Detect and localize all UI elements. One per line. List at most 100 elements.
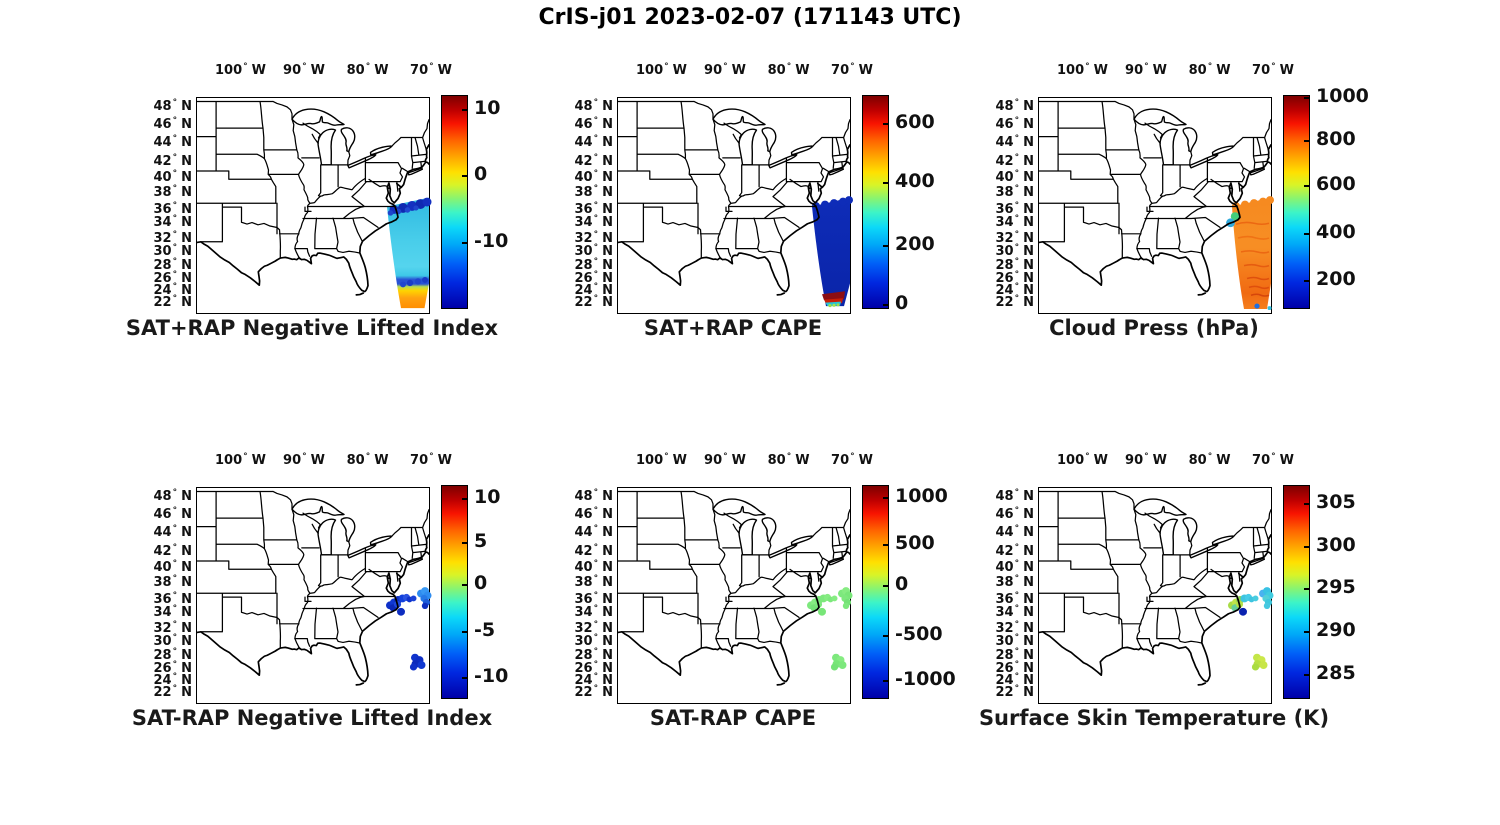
lat-tick-label: 28° N (153, 646, 192, 663)
colorbar (862, 95, 889, 309)
lat-tick-label: 48° N (995, 487, 1034, 504)
lat-tick-label: 26° N (995, 659, 1034, 676)
colorbar-tick (1304, 140, 1309, 143)
lat-tick-label: 30° N (153, 243, 192, 259)
colorbar-tick-label: 5 (474, 530, 488, 553)
panel-title: SAT+RAP Negative Lifted Index (125, 316, 499, 340)
map-plot-area (617, 97, 853, 314)
lat-tick-label: 30° N (995, 243, 1034, 259)
colorbar-tick (462, 677, 467, 680)
lat-tick-label: 46° N (574, 506, 613, 522)
lat-tick-label: 38° N (574, 574, 613, 591)
data-point (409, 663, 418, 671)
data-point (1259, 661, 1268, 669)
colorbar-tick-label: -1000 (895, 668, 956, 691)
lat-tick-label: 48° N (153, 97, 192, 114)
lon-tick-label: 90° W (283, 62, 325, 78)
colorbar-tick (883, 584, 888, 587)
lat-tick-label: 22° N (153, 683, 192, 700)
colorbar-tick-label: 400 (1316, 221, 1356, 243)
lon-tick-label: 100° W (215, 62, 266, 78)
lat-tick-label: 22° N (995, 683, 1034, 700)
colorbar-tick-label: -10 (474, 230, 509, 253)
colorbar (441, 95, 468, 309)
lon-tick-label: 100° W (636, 62, 687, 78)
data-point (828, 304, 832, 308)
data-point (836, 303, 840, 307)
map-svg (196, 100, 432, 309)
panel-title: Surface Skin Temperature (K) (978, 706, 1330, 730)
colorbar-tick (883, 122, 888, 125)
colorbar-tick-label: 1000 (895, 484, 948, 507)
colorbar-tick-label: 500 (895, 532, 935, 555)
colorbar-tick-label: 600 (895, 110, 935, 133)
map-plot-area (196, 97, 432, 314)
data-point (838, 661, 847, 669)
data-point (821, 200, 829, 209)
data-overlay (1228, 587, 1274, 671)
colorbar (1283, 95, 1310, 309)
lat-tick-label: 42° N (574, 542, 613, 559)
lon-tick-label: 90° W (704, 452, 746, 468)
lat-tick-label: 34° N (574, 214, 613, 231)
panel-cloud-press: 100° W 90° W 80° W 70° W 48° N 46° N 44° N 42° N 40° N 38… (982, 55, 1369, 365)
satellite-swath (387, 197, 429, 309)
lat-tick-label: 44° N (153, 134, 192, 151)
data-point (1267, 306, 1272, 311)
data-point (400, 281, 406, 288)
lat-tick-label: 40° N (574, 559, 613, 576)
colorbar-tick (462, 108, 467, 111)
lat-tick-label: 40° N (995, 169, 1034, 186)
lat-tick-label: 36° N (153, 201, 192, 217)
data-point (839, 197, 847, 206)
lat-tick-label: 36° N (153, 591, 192, 607)
lat-tick-label: 30° N (995, 633, 1034, 649)
colorbar-tick-label: 800 (1316, 128, 1356, 151)
lat-tick-label: 38° N (153, 574, 192, 591)
lat-tick-label: 34° N (153, 604, 192, 621)
colorbar (441, 485, 468, 699)
lat-tick-label: 44° N (153, 524, 192, 541)
lat-tick-label: 22° N (574, 293, 613, 310)
lat-tick-label: 36° N (995, 591, 1034, 607)
lat-tick-label: 42° N (153, 542, 192, 559)
lat-tick-label: 26° N (995, 269, 1034, 286)
data-point (1259, 197, 1267, 206)
colorbar-tick (883, 634, 888, 637)
data-point (422, 197, 432, 207)
lat-tick-label: 46° N (574, 116, 613, 132)
lon-tick-label: 70° W (831, 62, 873, 78)
lat-tick-label: 30° N (574, 243, 613, 259)
lat-tick-label: 24° N (153, 671, 192, 688)
colorbar-tick-label: 400 (895, 169, 935, 192)
lat-tick-label: 44° N (574, 134, 613, 151)
colorbar-tick (1304, 588, 1309, 591)
lat-tick-label: 28° N (153, 256, 192, 273)
lat-tick-label: 38° N (574, 184, 613, 201)
panel-title: SAT-RAP Negative Lifted Index (131, 706, 493, 730)
panel-surface-skin-temp: 100° W 90° W 80° W 70° W 48° N 46° N 44° N 42° N 40° N 38… (978, 445, 1362, 755)
map-svg (617, 100, 853, 308)
lon-tick-label: 90° W (1125, 62, 1167, 78)
colorbar-tick (462, 631, 467, 634)
colorbar (1283, 485, 1310, 699)
lat-tick-label: 48° N (574, 487, 613, 504)
data-point (830, 199, 838, 207)
data-point (414, 278, 422, 285)
colorbar-tick (462, 174, 467, 177)
lat-tick-label: 32° N (995, 619, 1034, 636)
lat-tick-label: 24° N (995, 671, 1034, 688)
colorbar-tick (1304, 184, 1309, 187)
lat-tick-label: 30° N (574, 633, 613, 649)
data-point (1241, 200, 1249, 209)
lat-tick-label: 22° N (574, 683, 613, 700)
lat-tick-label: 44° N (574, 524, 613, 541)
lat-tick-label: 42° N (153, 152, 192, 169)
colorbar-tick (883, 544, 888, 547)
data-point (832, 303, 836, 307)
colorbar-tick (1304, 233, 1309, 235)
lat-tick-label: 32° N (153, 619, 192, 636)
data-point (1254, 303, 1260, 309)
lat-tick-label: 24° N (153, 281, 192, 298)
